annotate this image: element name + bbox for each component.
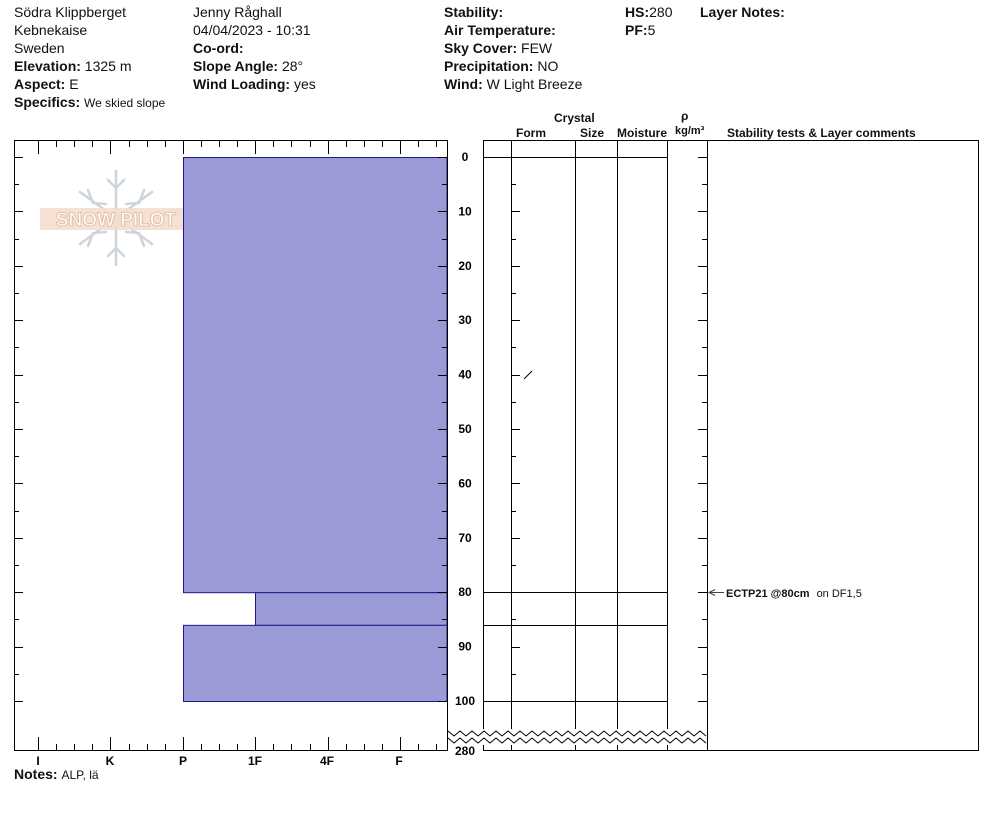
- sky-cover-row: Sky Cover: FEW: [444, 39, 552, 57]
- depth-label-40: 40: [458, 368, 472, 382]
- density-unit-header: kg/m³: [675, 125, 705, 137]
- hs-value: 280: [649, 4, 673, 20]
- notes-label: Notes:: [14, 766, 58, 782]
- wind-label: Wind:: [444, 76, 483, 92]
- observer-name: Jenny Råghall: [193, 4, 282, 20]
- slope-angle-label: Slope Angle:: [193, 58, 279, 74]
- slope-angle-row: Slope Angle: 28°: [193, 57, 303, 75]
- elevation-row: Elevation: 1325 m: [14, 57, 132, 75]
- depth-label-bottom: 280: [455, 744, 475, 758]
- slope-angle-value: 28°: [281, 58, 304, 74]
- aspect-label: Aspect:: [14, 76, 66, 92]
- layer-notes-label: Layer Notes:: [700, 4, 785, 20]
- stability-test-arrow-head: [707, 589, 716, 596]
- stability-tests-header: Stability tests & Layer comments: [727, 126, 916, 140]
- notes-row: Notes: ALP, lä: [14, 765, 99, 784]
- pf-label: PF:: [625, 22, 648, 38]
- depth-label-10: 10: [458, 204, 472, 218]
- depth-label-80: 80: [458, 585, 472, 599]
- depth-label-70: 70: [458, 531, 472, 545]
- stability-test-code: ECTP21 @80cm: [726, 588, 810, 600]
- elevation-value: 1325 m: [84, 58, 132, 74]
- precip-row: Precipitation: NO: [444, 57, 558, 75]
- depth-label-90: 90: [458, 640, 472, 654]
- hardness-label-F: F: [395, 754, 402, 768]
- location-name: Södra Klippberget: [14, 4, 127, 20]
- moisture-header: Moisture: [617, 126, 668, 140]
- observation-datetime: 04/04/2023 - 10:31: [193, 22, 311, 38]
- hardness-label-I: I: [36, 754, 39, 768]
- wind-loading-row: Wind Loading: yes: [193, 75, 316, 93]
- depth-axis: 0 10 20 30 40 50 60 70 80 90 100 280: [14, 150, 475, 758]
- hardness-ticks: [38, 140, 437, 751]
- aspect-value: E: [69, 76, 79, 92]
- stability-test-arrow: [707, 589, 724, 596]
- stability-row: Stability:: [444, 3, 503, 21]
- depth-label-20: 20: [458, 259, 472, 273]
- hardness-layers: [183, 157, 448, 703]
- depth-break-mask: [448, 729, 707, 745]
- hardness-label-4F: 4F: [320, 754, 334, 768]
- coord-row: Co-ord:: [193, 39, 244, 57]
- table-depth-ticks: [511, 157, 707, 702]
- snowpilot-logo: SNOW PILOT: [40, 169, 192, 267]
- stability-test-comment: on DF1,5: [816, 588, 862, 600]
- coord-label: Co-ord:: [193, 40, 244, 56]
- hs-row: HS:280: [625, 3, 672, 21]
- pf-row: PF:5: [625, 21, 655, 39]
- crystal-form-symbol: [523, 370, 533, 380]
- logo-text: SNOW PILOT: [56, 210, 177, 231]
- air-temp-row: Air Temperature:: [444, 21, 556, 39]
- notes-value: ALP, lä: [61, 768, 99, 782]
- wind-loading-label: Wind Loading:: [193, 76, 291, 92]
- hardness-layer-3: [183, 624, 448, 703]
- stability-test-row: ECTP21 @80cm on DF1,5: [726, 585, 862, 603]
- sky-cover-value: FEW: [521, 40, 553, 56]
- rho-header: ρ: [681, 109, 689, 123]
- wind-loading-value: yes: [293, 76, 316, 92]
- specifics-value: We skied slope: [84, 96, 166, 110]
- crystal-header: Crystal: [554, 111, 595, 125]
- specifics-label: Specifics:: [14, 94, 81, 110]
- elevation-label: Elevation:: [14, 58, 81, 74]
- hardness-layer-2: [255, 592, 448, 626]
- depth-label-60: 60: [458, 476, 472, 490]
- precip-value: NO: [537, 58, 559, 74]
- hardness-layer-1: [183, 157, 448, 594]
- specifics-row: Specifics: We skied slope: [14, 93, 165, 112]
- hs-label: HS:: [625, 4, 650, 20]
- aspect-row: Aspect: E: [14, 75, 79, 93]
- form-header: Form: [516, 126, 546, 140]
- air-temp-label: Air Temperature:: [444, 22, 556, 38]
- crystal-table-frame: [483, 140, 979, 751]
- wind-row: Wind: W Light Breeze: [444, 75, 582, 93]
- depth-label-0: 0: [462, 150, 469, 164]
- precip-label: Precipitation:: [444, 58, 534, 74]
- depth-label-100: 100: [455, 694, 475, 708]
- hardness-axis-labels: I K P 1F 4F F: [36, 754, 402, 768]
- hardness-label-1F: 1F: [248, 754, 262, 768]
- wind-value: W Light Breeze: [486, 76, 583, 92]
- hardness-label-K: K: [106, 754, 115, 768]
- area-name: Kebnekaise: [14, 22, 88, 38]
- pf-value: 5: [647, 22, 656, 38]
- depth-break-zigzag-upper: [447, 730, 707, 737]
- size-header: Size: [580, 126, 605, 140]
- depth-label-50: 50: [458, 422, 472, 436]
- hardness-plot-frame: [14, 140, 448, 751]
- hardness-label-P: P: [179, 754, 187, 768]
- sky-cover-label: Sky Cover:: [444, 40, 518, 56]
- depth-label-30: 30: [458, 313, 472, 327]
- stability-label: Stability:: [444, 4, 504, 20]
- country-name: Sweden: [14, 40, 65, 56]
- depth-break-zigzag-lower: [447, 737, 707, 744]
